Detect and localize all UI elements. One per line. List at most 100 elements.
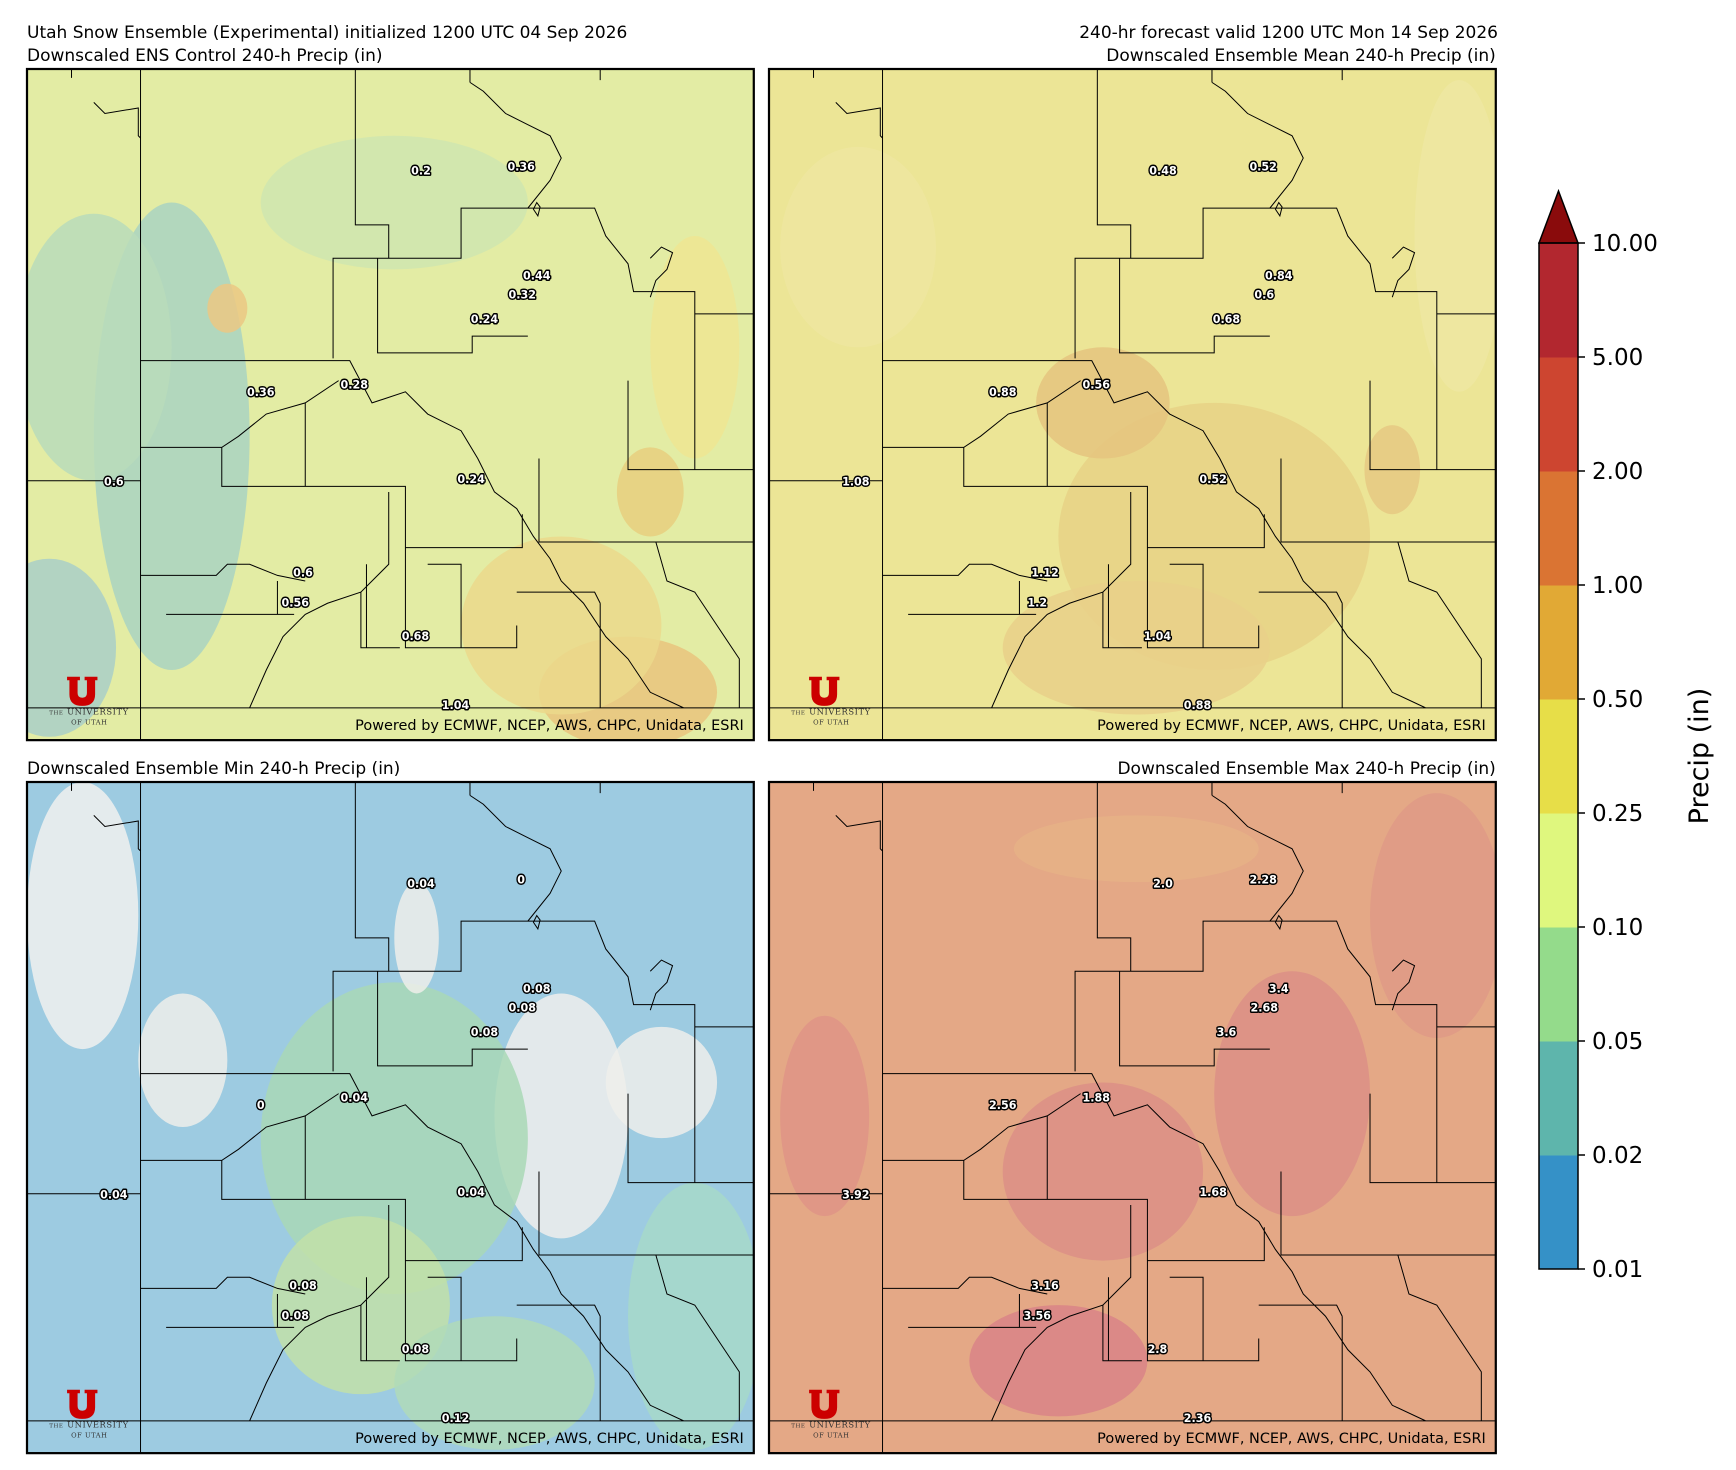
point-value: 0.08 bbox=[509, 1001, 537, 1014]
colorbar-tick-label: 10.00 bbox=[1592, 231, 1658, 257]
logo-text: UNIVERSITY bbox=[67, 707, 129, 717]
logo-text: THE bbox=[49, 711, 63, 717]
point-value: 2.8 bbox=[1148, 1343, 1168, 1356]
point-value: 0.36 bbox=[507, 160, 535, 173]
point-value: 1.12 bbox=[1031, 567, 1058, 580]
logo-text: UNIVERSITY bbox=[809, 707, 871, 717]
colorbar-segment bbox=[1539, 585, 1578, 700]
point-value: 1.04 bbox=[1144, 630, 1172, 643]
header-init: Utah Snow Ensemble (Experimental) initia… bbox=[27, 23, 627, 43]
credit: Powered by ECMWF, NCEP, AWS, CHPC, Unida… bbox=[1097, 1431, 1486, 1447]
logo-text: OF UTAH bbox=[71, 1432, 107, 1440]
logo-text: OF UTAH bbox=[71, 719, 107, 727]
map-body: THE UNIVERSITY OF UTAH Powered by ECMWF, NC… bbox=[27, 69, 754, 741]
map-body: THE UNIVERSITY OF UTAH Powered by ECMWF, NC… bbox=[769, 69, 1496, 741]
point-value: 3.16 bbox=[1031, 1280, 1059, 1293]
point-value: 0.6 bbox=[104, 475, 124, 488]
panel-title: Downscaled Ensemble Min 240-h Precip (in… bbox=[27, 759, 400, 779]
point-value: 0.04 bbox=[340, 1091, 368, 1104]
point-value: 0.84 bbox=[1265, 269, 1293, 282]
panel-frame bbox=[25, 67, 755, 742]
precip-area bbox=[1036, 347, 1170, 459]
precip-area bbox=[1013, 815, 1259, 883]
colorbar-segment bbox=[1539, 471, 1578, 586]
colorbar-segment bbox=[1539, 1041, 1578, 1156]
point-value: 3.4 bbox=[1269, 982, 1289, 995]
colorbar-tick-label: 1.00 bbox=[1592, 573, 1643, 599]
point-value: 0.68 bbox=[402, 630, 430, 643]
colorbar-extend bbox=[1537, 188, 1580, 244]
precip-area bbox=[616, 447, 684, 537]
point-value: 0.24 bbox=[457, 473, 485, 486]
point-value: 0.6 bbox=[293, 567, 313, 580]
precip-area bbox=[780, 146, 936, 348]
colorbar-frame bbox=[1538, 242, 1579, 1270]
point-value: 0 bbox=[257, 1099, 265, 1112]
colorbar-tick-label: 0.05 bbox=[1592, 1029, 1643, 1055]
point-value: 0.04 bbox=[457, 1186, 485, 1199]
precip-area bbox=[1002, 1082, 1204, 1261]
precip-area bbox=[628, 1182, 754, 1450]
point-value: 3.56 bbox=[1024, 1310, 1052, 1323]
point-value: 0.68 bbox=[1213, 313, 1241, 326]
point-value: 0.48 bbox=[1149, 165, 1177, 178]
colorbar-segment bbox=[1539, 243, 1578, 358]
point-value: 0.04 bbox=[100, 1188, 128, 1201]
point-value: 0.08 bbox=[471, 1026, 499, 1039]
precip-area bbox=[260, 982, 528, 1294]
credit: Powered by ECMWF, NCEP, AWS, CHPC, Unida… bbox=[1097, 718, 1486, 734]
logo-text: UNIVERSITY bbox=[809, 1420, 871, 1430]
point-value: 0.88 bbox=[1184, 699, 1212, 712]
colorbar-tick-label: 0.02 bbox=[1592, 1143, 1643, 1169]
precip-area bbox=[780, 1015, 870, 1217]
map-panel: THE UNIVERSITY OF UTAH Powered by ECMWF, NC… bbox=[25, 780, 755, 1455]
colorbar-segment bbox=[1539, 1155, 1578, 1270]
point-value: 0.04 bbox=[407, 878, 435, 891]
precip-area bbox=[394, 1316, 595, 1450]
precip-area bbox=[1370, 793, 1496, 1038]
precip-area bbox=[461, 536, 662, 715]
colorbar-segment bbox=[1539, 927, 1578, 1042]
panel-title: Downscaled Ensemble Max 240-h Precip (in… bbox=[1117, 759, 1495, 779]
colorbar-tick-label: 0.10 bbox=[1592, 915, 1643, 941]
map-panel: THE UNIVERSITY OF UTAH Powered by ECMWF, NC… bbox=[767, 67, 1497, 742]
point-value: 0.88 bbox=[989, 386, 1017, 399]
point-value: 2.0 bbox=[1153, 878, 1173, 891]
map-body: THE UNIVERSITY OF UTAH Powered by ECMWF, NC… bbox=[27, 782, 754, 1454]
header-valid: 240-hr forecast valid 1200 UTC Mon 14 Se… bbox=[1079, 23, 1498, 43]
point-value: 0 bbox=[517, 873, 525, 886]
logo-text: UNIVERSITY bbox=[67, 1420, 129, 1430]
precip-area bbox=[260, 135, 528, 270]
point-value: 1.68 bbox=[1199, 1186, 1227, 1199]
point-value: 0.36 bbox=[247, 386, 275, 399]
colorbar-tick-label: 0.01 bbox=[1592, 1257, 1643, 1283]
point-value: 1.08 bbox=[842, 475, 870, 488]
point-value: 0.12 bbox=[442, 1412, 469, 1425]
panel-frame bbox=[767, 780, 1497, 1455]
precip-area bbox=[207, 283, 248, 333]
colorbar-tick-label: 0.25 bbox=[1592, 801, 1643, 827]
map-panels: Downscaled ENS Control 240-h Precip (in)… bbox=[25, 46, 1497, 1455]
point-value: 0.24 bbox=[471, 313, 499, 326]
point-value: 0.56 bbox=[1082, 378, 1110, 391]
panel-frame bbox=[767, 67, 1497, 742]
panel-frame bbox=[25, 780, 755, 1455]
precip-area bbox=[394, 882, 439, 994]
map-panel: THE UNIVERSITY OF UTAH Powered by ECMWF, NC… bbox=[25, 67, 755, 742]
logo-text: OF UTAH bbox=[813, 719, 849, 727]
colorbar-segment bbox=[1539, 357, 1578, 472]
point-value: 0.44 bbox=[523, 269, 551, 282]
precip-area bbox=[27, 782, 139, 1050]
point-value: 2.56 bbox=[989, 1099, 1017, 1112]
logo-text: THE bbox=[791, 711, 805, 717]
panel-title: Downscaled Ensemble Mean 240-h Precip (i… bbox=[1106, 46, 1495, 66]
panel-title: Downscaled ENS Control 240-h Precip (in) bbox=[27, 46, 383, 66]
precip-area bbox=[1414, 80, 1496, 392]
point-value: 2.36 bbox=[1184, 1412, 1212, 1425]
point-value: 3.92 bbox=[842, 1188, 869, 1201]
point-value: 0.08 bbox=[282, 1310, 310, 1323]
precip-area bbox=[494, 993, 629, 1239]
credit: Powered by ECMWF, NCEP, AWS, CHPC, Unida… bbox=[355, 718, 744, 734]
